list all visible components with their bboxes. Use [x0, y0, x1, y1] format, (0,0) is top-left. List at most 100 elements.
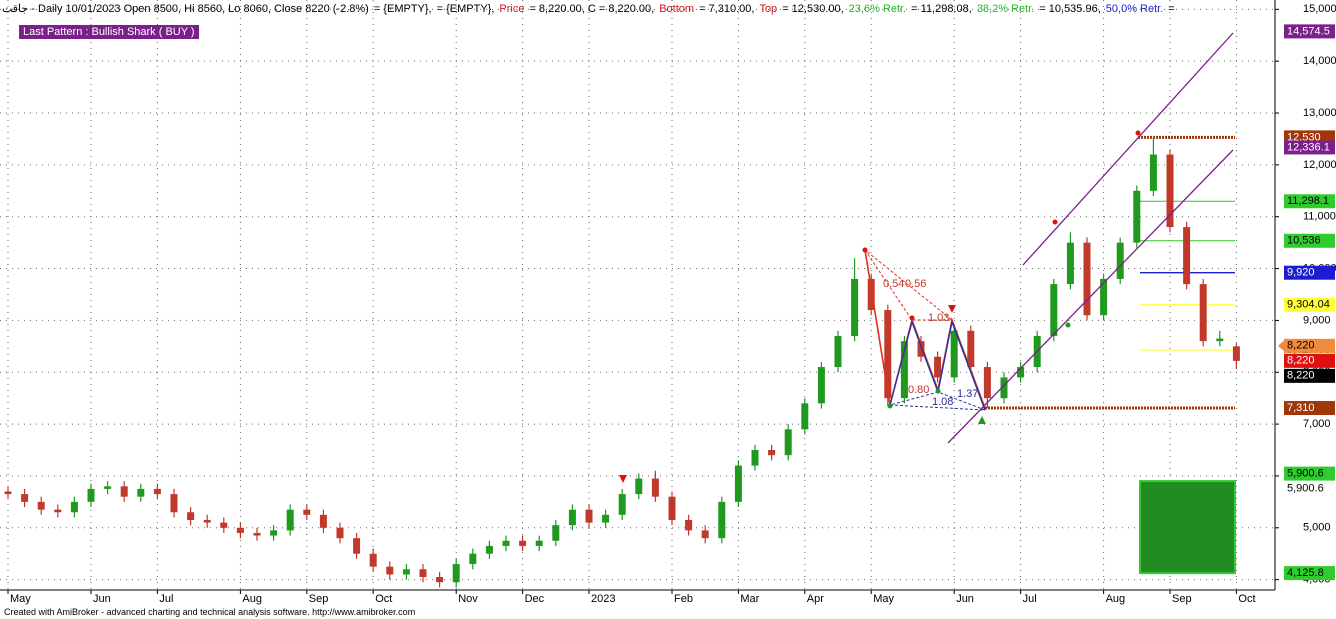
header-part: = 11,298.08, — [911, 3, 972, 15]
y-tick-label: 7,000 — [1303, 418, 1331, 430]
candle-body — [87, 488, 95, 502]
level-label: 7,310 — [1287, 402, 1315, 414]
x-tick-label: Jun — [93, 593, 111, 605]
header-part: جاقت - Daily 10/01/2023 Open 8500, Hi 85… — [2, 3, 369, 15]
level-box — [1283, 481, 1336, 497]
candle-body — [336, 527, 344, 539]
target-zone — [1139, 480, 1236, 575]
level-label: 9,304.04 — [1287, 299, 1330, 311]
candle-body — [270, 530, 278, 536]
candle-body — [485, 545, 493, 554]
candle-body — [253, 532, 261, 536]
candle-body — [1232, 346, 1240, 361]
pattern-dash — [864, 249, 954, 321]
header-part: 50,0% Retr. — [1105, 3, 1164, 15]
x-tick-label: Oct — [375, 593, 392, 605]
candle-body — [535, 540, 543, 546]
candle-body — [734, 465, 742, 502]
candle-body — [602, 514, 610, 523]
level-label: 4,125.8 — [1287, 567, 1324, 579]
candle-body — [635, 478, 643, 495]
x-tick-label: Aug — [1106, 593, 1126, 605]
level-box — [1284, 466, 1335, 481]
candle-body — [552, 525, 560, 541]
candle-body — [651, 478, 659, 497]
sell-arrow — [948, 305, 956, 313]
y-tick-label: 15,000 — [1303, 3, 1336, 15]
level-label: 5,900.6 — [1287, 482, 1324, 494]
footer: Created with AmiBroker - advanced charti… — [4, 607, 416, 617]
header-part: Top — [759, 3, 778, 15]
level-label: 11,298.1 — [1287, 195, 1329, 207]
candle-body — [934, 356, 942, 378]
candle-body — [469, 553, 477, 565]
candle-body — [1199, 284, 1207, 342]
x-tick-label: Sep — [1172, 593, 1192, 605]
y-tick-label: 14,000 — [1303, 55, 1336, 67]
candle-body — [817, 367, 825, 404]
candle-body — [4, 491, 12, 495]
pivot — [1135, 130, 1141, 136]
level-label: 12,336.1 — [1287, 141, 1330, 153]
x-tick-label: Nov — [458, 593, 478, 605]
level-label: 5,900.6 — [1287, 467, 1324, 479]
level-box — [1284, 566, 1335, 581]
level-box — [1284, 265, 1335, 280]
pivot — [862, 247, 868, 253]
candle-body — [685, 520, 693, 531]
level-label: 9,920 — [1287, 267, 1315, 279]
candle-body — [54, 509, 62, 513]
candle-body — [170, 494, 178, 513]
candle-body — [303, 509, 311, 515]
candle-body — [801, 403, 809, 430]
x-tick-label: May — [10, 593, 31, 605]
candle-body — [768, 450, 776, 456]
level-box — [1284, 24, 1335, 39]
x-tick-label: Apr — [807, 593, 824, 605]
candle-body — [1083, 242, 1091, 316]
candle-body — [104, 486, 112, 489]
level-box — [1284, 194, 1335, 209]
ratio-label: 1.37 — [957, 388, 979, 400]
x-tick-label: Jun — [956, 593, 974, 605]
candle-body — [37, 501, 45, 510]
header-part: = 8,220.00, C = 8,220.00, — [529, 3, 655, 15]
x-tick-label: Jul — [159, 593, 173, 605]
pivot — [1052, 219, 1058, 225]
level-label: 8,220 — [1287, 340, 1315, 352]
level-label: 8,220 — [1287, 355, 1315, 367]
candle-body — [1216, 338, 1224, 342]
candle-body — [668, 496, 676, 521]
candle-body — [502, 540, 510, 546]
candle-body — [436, 577, 444, 583]
buy-arrow — [978, 416, 986, 424]
candle-body — [1133, 190, 1141, 243]
header-part: = 7,310.00, — [699, 3, 755, 15]
candle-body — [1149, 154, 1157, 191]
ratio-label: 0.56 — [905, 278, 927, 290]
x-tick-label: Jul — [1023, 593, 1037, 605]
pivot — [935, 388, 941, 394]
x-tick-label: Aug — [242, 593, 262, 605]
header-part: = {EMPTY}, — [436, 3, 495, 15]
candle-body — [402, 569, 410, 575]
candle-body — [1017, 367, 1025, 378]
candle-body — [21, 494, 29, 502]
candle-body — [353, 538, 361, 554]
level-label: 8,220 — [1287, 370, 1315, 382]
candle-body — [203, 520, 211, 523]
candle-body — [236, 527, 244, 533]
level-box — [1284, 233, 1335, 248]
header-part: Price — [499, 3, 525, 15]
header-part: Bottom — [659, 3, 695, 15]
level-label: 10,536 — [1287, 235, 1321, 247]
candle-body — [718, 501, 726, 539]
candle-body — [1166, 154, 1174, 228]
candle-body — [70, 501, 78, 513]
candle-body — [867, 278, 875, 311]
candle-body — [851, 278, 859, 336]
candle-body — [187, 512, 195, 521]
y-tick-label: 11,000 — [1303, 211, 1336, 223]
candle-body — [153, 488, 161, 495]
